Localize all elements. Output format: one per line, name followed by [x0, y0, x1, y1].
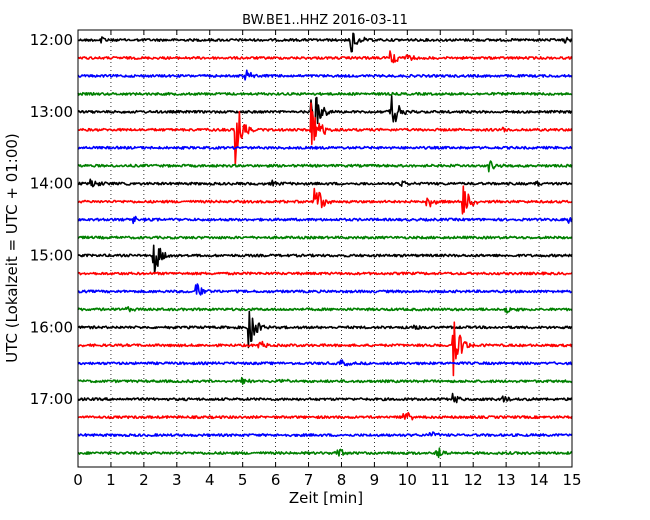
- x-tick-label: 15: [562, 471, 581, 489]
- trace-1630: [77, 359, 573, 367]
- trace-1745: [77, 447, 573, 459]
- trace-1230: [77, 69, 573, 81]
- trace-1345: [77, 160, 573, 173]
- trace-1215: [77, 50, 573, 64]
- y-axis-label: UTC (Lokalzeit = UTC + 01:00): [3, 133, 21, 363]
- trace-1330: [77, 145, 573, 150]
- trace-1300: [77, 95, 573, 130]
- y-tick-label: 13:00: [30, 103, 73, 121]
- x-tick-label: 7: [304, 471, 314, 489]
- trace-1545: [77, 306, 573, 314]
- trace-1615: [77, 321, 573, 377]
- x-tick-label: 10: [398, 471, 417, 489]
- grid-lines: [110, 30, 540, 467]
- x-axis-label: Zeit [min]: [289, 489, 363, 507]
- trace-1600: [77, 310, 573, 349]
- y-tick-label: 12:00: [30, 31, 73, 49]
- trace-1400: [77, 178, 573, 188]
- x-ticks: 0 1 2 3 4 5 6 7 8 9 10 11 12 13 14 15: [73, 30, 582, 489]
- x-tick-label: 14: [530, 471, 549, 489]
- trace-1415: [77, 185, 573, 215]
- trace-1445: [77, 235, 573, 240]
- trace-1715: [77, 411, 573, 421]
- y-tick-label: 16:00: [30, 318, 73, 336]
- x-tick-label: 11: [431, 471, 450, 489]
- x-tick-label: 2: [139, 471, 149, 489]
- x-tick-label: 8: [337, 471, 347, 489]
- trace-1730: [77, 431, 573, 438]
- x-tick-label: 13: [497, 471, 516, 489]
- y-tick-label: 17:00: [30, 390, 73, 408]
- trace-1515: [77, 271, 573, 276]
- trace-1500: [77, 244, 573, 275]
- trace-1315: [77, 102, 573, 166]
- trace-1200: [77, 32, 573, 53]
- plot-frame: [77, 29, 573, 468]
- trace-1245: [77, 91, 573, 96]
- trace-1645: [77, 376, 573, 385]
- y-tick-label: 14:00: [30, 175, 73, 193]
- x-tick-label: 0: [73, 471, 83, 489]
- x-tick-label: 1: [106, 471, 116, 489]
- trace-1430: [77, 215, 573, 225]
- x-tick-label: 4: [205, 471, 215, 489]
- x-tick-label: 12: [464, 471, 483, 489]
- trace-group: [77, 32, 573, 459]
- trace-1700: [77, 392, 573, 404]
- chart-title: BW.BE1..HHZ 2016-03-11: [242, 13, 408, 28]
- x-tick-label: 3: [172, 471, 182, 489]
- x-tick-label: 6: [271, 471, 281, 489]
- trace-1530: [77, 283, 573, 296]
- x-tick-label: 9: [370, 471, 380, 489]
- x-tick-label: 5: [238, 471, 248, 489]
- y-ticks: 12:00 13:00 14:00 15:00 16:00 17:00: [30, 31, 83, 408]
- y-tick-label: 15:00: [30, 247, 73, 265]
